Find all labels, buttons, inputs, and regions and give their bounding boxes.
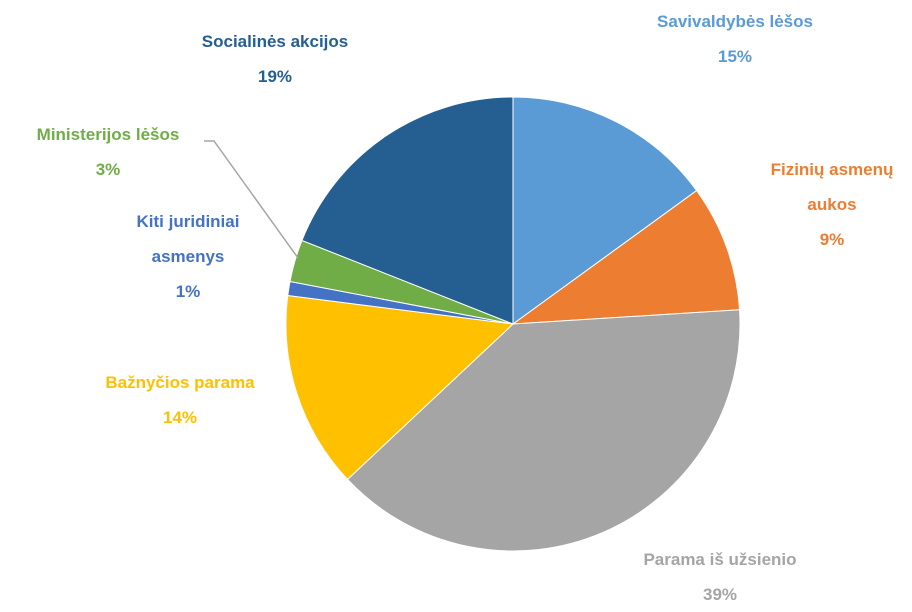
- slice-label: Ministerijos lėšos 3%: [0, 117, 218, 187]
- category-label: Savivaldybės lėšos: [657, 12, 813, 31]
- slice-label: Kiti juridiniai asmenys 1%: [118, 204, 258, 309]
- value-label: 39%: [702, 585, 738, 604]
- pie-slice: [512, 96, 698, 325]
- slice-label: Bažnyčios parama 14%: [60, 365, 300, 435]
- value-label: 19%: [257, 67, 293, 86]
- category-label: Kiti juridiniai asmenys: [136, 212, 240, 266]
- slice-label: Socialinės akcijos 19%: [155, 24, 395, 94]
- category-label: Fizinių asmenų aukos: [770, 160, 894, 214]
- value-label: 1%: [175, 282, 201, 301]
- value-label: 15%: [717, 47, 753, 66]
- value-label: 3%: [95, 160, 121, 179]
- pie-slice: [346, 309, 741, 552]
- value-label: 9%: [819, 230, 845, 249]
- value-label: 14%: [162, 408, 198, 427]
- category-label: Parama iš užsienio: [643, 550, 797, 569]
- slice-label: Savivaldybės lėšos 15%: [615, 4, 855, 74]
- category-label: Bažnyčios parama: [105, 373, 255, 392]
- pie-slice: [511, 189, 741, 325]
- slice-label: Fizinių asmenų aukos 9%: [757, 152, 907, 257]
- category-label: Ministerijos lėšos: [36, 125, 180, 144]
- pie-slice: [301, 96, 514, 325]
- category-label: Socialinės akcijos: [201, 32, 349, 51]
- leader-line: [204, 140, 299, 259]
- pie-slice: [285, 294, 515, 481]
- slice-label: Parama iš užsienio 39%: [600, 542, 840, 612]
